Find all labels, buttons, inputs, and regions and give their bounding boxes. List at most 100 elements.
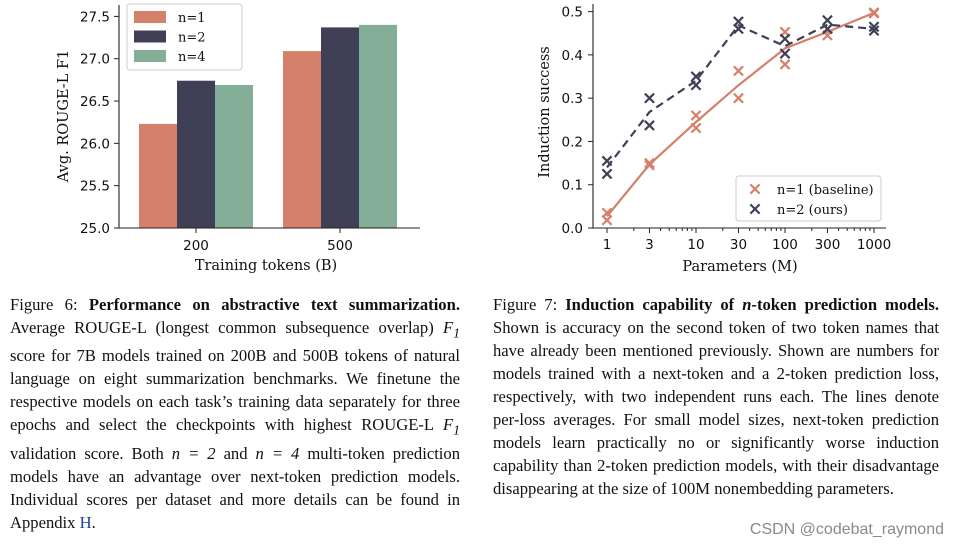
y-axis-label: Avg. ROUGE-L F1 bbox=[56, 50, 72, 183]
marker-n2-x1000 bbox=[868, 25, 880, 37]
figure-7-caption: Figure 7: Induction capability of n-toke… bbox=[493, 293, 939, 500]
x-tick-label: 10 bbox=[687, 237, 704, 253]
marker-n2-x10 bbox=[690, 71, 702, 82]
y-tick-label: 0.0 bbox=[562, 221, 583, 237]
marker-stroke bbox=[733, 23, 744, 35]
marker-stroke bbox=[644, 92, 655, 104]
marker-n2-x10 bbox=[690, 79, 702, 91]
marker-n1-x3 bbox=[644, 157, 655, 169]
marker-stroke bbox=[733, 65, 744, 77]
legend: n=1 (baseline) n=2 (ours) bbox=[735, 175, 882, 222]
legend-swatch bbox=[134, 11, 166, 23]
marker-stroke bbox=[779, 59, 791, 70]
marker-n2-x1 bbox=[601, 155, 613, 167]
x-tick-label: 3 bbox=[645, 237, 654, 253]
marker-n2-x100 bbox=[779, 33, 791, 45]
y-tick-label: 0.2 bbox=[562, 134, 583, 150]
marker-stroke bbox=[644, 159, 655, 171]
figure-7-label: Figure 7: bbox=[493, 295, 558, 314]
marker-n2-x3 bbox=[644, 92, 655, 104]
f1-symbol: F1 bbox=[442, 318, 460, 341]
legend-frame bbox=[735, 175, 882, 222]
marker-n2-x30 bbox=[733, 23, 744, 35]
marker-n2-x300 bbox=[822, 23, 833, 35]
marker-stroke bbox=[601, 155, 613, 167]
bar-n1-200 bbox=[139, 123, 177, 228]
marker-stroke bbox=[822, 23, 833, 35]
marker-n1-x3 bbox=[644, 159, 655, 171]
bar-chart: 25.025.526.026.527.027.5 200 500 n=1n=2n=… bbox=[56, 3, 420, 274]
y-axis-ticks: 25.0 25.5 26.0 26.5 27.0 27.5 bbox=[80, 9, 119, 237]
figure-7-body: Shown is accuracy on the second token of… bbox=[493, 318, 939, 498]
marker-n1-x100 bbox=[779, 59, 791, 70]
x-axis-ticks: 200 500 bbox=[183, 228, 353, 254]
marker-n2-x100 bbox=[779, 48, 791, 59]
legend-label: n=4 bbox=[178, 50, 206, 65]
x-tick-label: 200 bbox=[183, 238, 209, 254]
x-tick-label: 1000 bbox=[857, 237, 891, 253]
series-markers bbox=[601, 7, 880, 226]
y-tick-label: 27.5 bbox=[80, 9, 110, 25]
y-axis-ticks: 0.0 0.1 0.2 0.3 0.4 0.5 bbox=[562, 5, 593, 237]
marker-n1-x30 bbox=[733, 65, 744, 77]
marker-n2-x3 bbox=[644, 120, 655, 131]
marker-stroke bbox=[690, 110, 702, 121]
x-axis-label: Parameters (M) bbox=[682, 259, 797, 275]
marker-stroke bbox=[644, 120, 655, 131]
figure-6-body-2: score for 7B models trained on 200B and … bbox=[10, 346, 460, 435]
legend-label: n=2 bbox=[178, 31, 206, 46]
marker-stroke bbox=[601, 214, 613, 226]
bar-group bbox=[139, 24, 397, 229]
marker-n2-x300 bbox=[822, 14, 833, 26]
marker-n1-x10 bbox=[690, 110, 702, 121]
n-equals-4: n = 4 bbox=[255, 443, 300, 463]
y-tick-label: 0.5 bbox=[562, 5, 583, 21]
y-tick-label: 25.5 bbox=[80, 179, 110, 195]
marker-n2-x1 bbox=[601, 168, 613, 180]
line-chart: 0.0 0.1 0.2 0.3 0.4 0.5 1 3 10 30 100 300 1000 n=1 … bbox=[537, 4, 891, 275]
figure-6-body-4: multi-token prediction models have an ad… bbox=[10, 443, 461, 532]
y-axis-label: Induction success bbox=[537, 46, 553, 177]
y-tick-label: 0.4 bbox=[562, 48, 583, 64]
figure-7-title: Induction capability of n-token predicti… bbox=[565, 295, 939, 314]
y-tick-label: 27.0 bbox=[80, 52, 110, 68]
legend: n=1 n=2 n=4 bbox=[126, 3, 243, 71]
bar-n2-500 bbox=[321, 27, 359, 229]
marker-n1-x1000 bbox=[868, 7, 880, 19]
figure-6-caption: Figure 6: Performance on abstractive tex… bbox=[10, 293, 460, 534]
marker-stroke bbox=[749, 183, 761, 195]
legend-label: n=1 bbox=[178, 11, 206, 26]
n-equals-2: n = 2 bbox=[171, 443, 216, 463]
marker-stroke bbox=[868, 25, 880, 37]
marker-n1-x1 bbox=[601, 214, 613, 226]
figure-6-and: and bbox=[223, 443, 248, 463]
marker-stroke bbox=[868, 21, 880, 33]
x-tick-label: 100 bbox=[772, 237, 798, 253]
x-tick-label: 30 bbox=[730, 237, 747, 253]
x-axis-ticks: 1 3 10 30 100 300 1000 bbox=[603, 228, 891, 253]
figure-6-body-1: Average ROUGE-L (longest common subseque… bbox=[10, 318, 434, 337]
x-axis-label: Training tokens (B) bbox=[195, 258, 337, 274]
marker-stroke bbox=[779, 33, 791, 45]
legend-swatch bbox=[134, 30, 166, 43]
marker-stroke bbox=[822, 14, 833, 26]
y-tick-label: 26.5 bbox=[80, 94, 110, 110]
legend-marker bbox=[749, 183, 761, 195]
legend-label: n=1 (baseline) bbox=[777, 183, 874, 198]
watermark: CSDN @codebat_raymond bbox=[749, 521, 944, 538]
figure-6-body-3: validation score. Both bbox=[10, 443, 164, 463]
y-tick-label: 0.3 bbox=[562, 91, 583, 107]
marker-stroke bbox=[779, 48, 791, 59]
legend-swatch bbox=[134, 50, 166, 62]
bar-n1-500 bbox=[283, 51, 321, 228]
bar-n4-200 bbox=[215, 84, 253, 228]
figure-6-label: Figure 6: bbox=[10, 295, 78, 314]
marker-stroke bbox=[690, 122, 702, 134]
marker-stroke bbox=[690, 71, 702, 82]
x-tick-label: 1 bbox=[603, 237, 612, 253]
bar-n4-500 bbox=[359, 24, 397, 229]
marker-n1-x30 bbox=[733, 92, 744, 104]
appendix-link[interactable]: H bbox=[79, 512, 92, 532]
marker-n2-x1000 bbox=[868, 21, 880, 33]
x-tick-label: 500 bbox=[327, 238, 353, 254]
